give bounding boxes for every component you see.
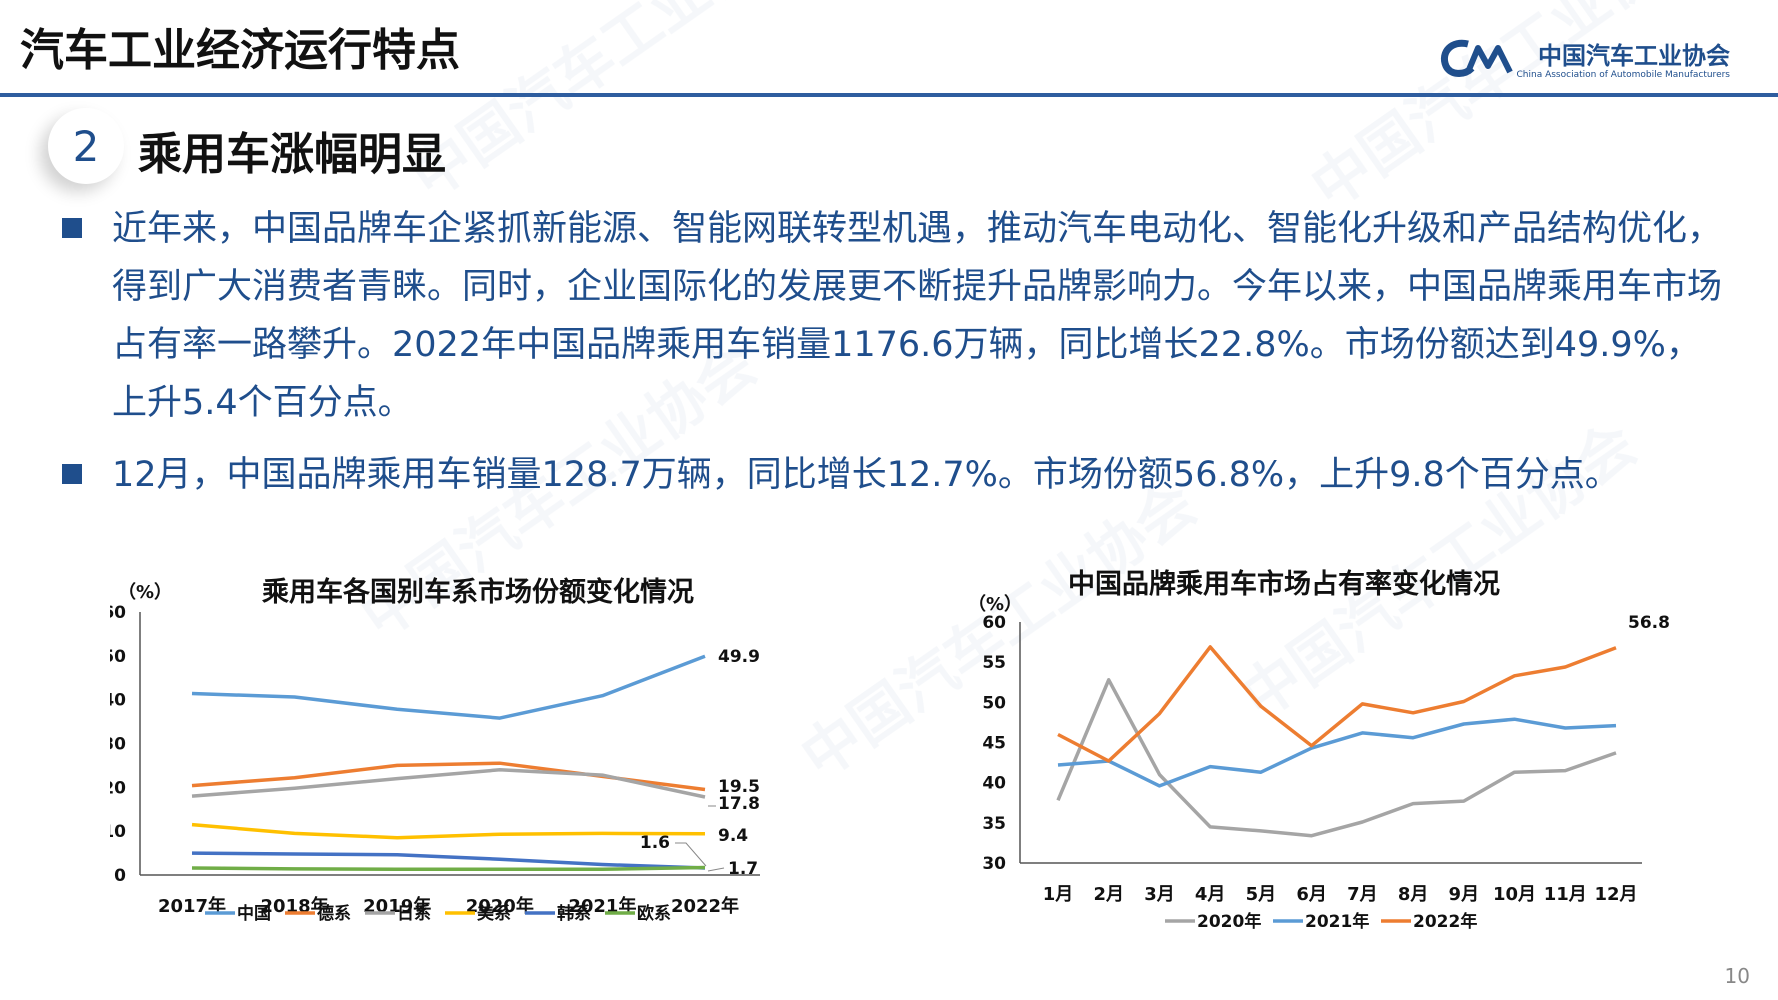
bullet-square-icon bbox=[62, 218, 82, 238]
bullet-item: 近年来，中国品牌车企紧抓新能源、智能网联转型机遇，推动汽车电动化、智能化升级和产… bbox=[62, 200, 1732, 440]
watermark-text-4: 中国汽车工业协会 bbox=[399, 0, 818, 211]
series-line-1 bbox=[191, 761, 706, 792]
legend-label: 2022年 bbox=[1413, 911, 1477, 932]
series-line-4 bbox=[191, 851, 706, 870]
logo-name-cn: 中国汽车工业协会 bbox=[1538, 42, 1730, 70]
y-tick-label: 20 bbox=[110, 778, 126, 798]
watermark-text-5: 中国汽车工业协会 bbox=[1299, 0, 1718, 221]
axis-lines bbox=[1019, 622, 1642, 864]
logo: 中国汽车工业协会 China Association of Automobile… bbox=[1430, 36, 1730, 84]
legend-label: 韩系 bbox=[557, 903, 591, 924]
legend-label: 日系 bbox=[397, 904, 431, 924]
series-group bbox=[1056, 645, 1617, 838]
chart-title: 中国品牌乘用车市场占有率变化情况 bbox=[1068, 568, 1500, 600]
x-tick-label: 6月 bbox=[1296, 884, 1327, 905]
legend-label: 美系 bbox=[477, 903, 511, 924]
end-labels: 56.8 bbox=[1628, 613, 1670, 633]
y-tick-label: 35 bbox=[982, 814, 1006, 834]
series-line-1 bbox=[1057, 717, 1617, 788]
section-title: 乘用车涨幅明显 bbox=[138, 129, 446, 180]
section-number-badge: 2 bbox=[48, 108, 124, 184]
axis-lines bbox=[139, 612, 760, 876]
x-tick-label: 2022年 bbox=[671, 895, 739, 917]
data-label: 9.4 bbox=[718, 826, 748, 846]
y-tick-label: 30 bbox=[110, 735, 126, 755]
y-axis-label: （%） bbox=[968, 594, 1022, 615]
y-tick-label: 40 bbox=[982, 774, 1006, 794]
series-line-0 bbox=[191, 654, 706, 720]
cam-logo-icon bbox=[1441, 39, 1513, 77]
label-leader-line bbox=[707, 867, 725, 872]
y-tick-label: 0 bbox=[114, 866, 126, 886]
y-tick-label: 30 bbox=[982, 854, 1006, 874]
chart-title: 乘用车各国别车系市场份额变化情况 bbox=[261, 576, 694, 608]
bullet-square-icon bbox=[62, 464, 82, 484]
x-tick-label: 5月 bbox=[1246, 884, 1277, 905]
y-tick-label: 40 bbox=[110, 691, 126, 711]
legend-label: 欧系 bbox=[637, 903, 671, 924]
y-tick-label: 50 bbox=[110, 647, 126, 667]
series-line-0 bbox=[1056, 678, 1617, 838]
legend-label: 2020年 bbox=[1197, 911, 1261, 932]
data-label: 19.5 bbox=[718, 777, 760, 797]
x-tick-label: 12月 bbox=[1594, 884, 1637, 905]
section-number: 2 bbox=[72, 121, 100, 171]
series-line-3 bbox=[191, 822, 706, 840]
end-labels: 49.9 19.517.8 9.4 1.6 1.7 bbox=[640, 647, 760, 879]
data-label: 1.7 bbox=[728, 859, 758, 879]
logo-name-en: China Association of Automobile Manufact… bbox=[1516, 70, 1730, 80]
series-group bbox=[191, 654, 706, 872]
legend-label: 中国 bbox=[237, 903, 271, 924]
x-tick-label: 9月 bbox=[1449, 884, 1480, 905]
data-label: 17.8 bbox=[718, 794, 760, 814]
chart-country-share: 乘用车各国别车系市场份额变化情况 （%） 0102030405060 2017年… bbox=[110, 576, 760, 924]
label-leader-line bbox=[675, 842, 707, 867]
x-tick-label: 2020年 bbox=[466, 895, 534, 917]
x-tick-label: 2月 bbox=[1093, 884, 1124, 905]
header-divider bbox=[0, 93, 1778, 97]
slide-number: 10 bbox=[1724, 964, 1750, 988]
x-tick-label: 3月 bbox=[1144, 884, 1175, 905]
x-tick-label: 10月 bbox=[1493, 884, 1536, 905]
data-label: 56.8 bbox=[1628, 613, 1670, 633]
bullet-item: 12月，中国品牌乘用车销量128.7万辆，同比增长12.7%。市场份额56.8%… bbox=[62, 446, 1732, 506]
legend-label: 德系 bbox=[317, 903, 351, 924]
y-tick-label: 10 bbox=[110, 822, 126, 842]
series-line-5 bbox=[191, 865, 706, 872]
data-label: 1.6 bbox=[640, 833, 670, 853]
y-tick-label: 45 bbox=[982, 734, 1006, 754]
y-tick-label: 50 bbox=[982, 693, 1006, 713]
bullet-text: 近年来，中国品牌车企紧抓新能源、智能网联转型机遇，推动汽车电动化、智能化升级和产… bbox=[112, 209, 1723, 423]
y-axis: 0 10 20 30 40 50 60 bbox=[110, 603, 126, 886]
bullet-text: 12月，中国品牌乘用车销量128.7万辆，同比增长12.7%。市场份额56.8%… bbox=[112, 455, 1620, 495]
x-tick-label: 11月 bbox=[1544, 884, 1587, 905]
y-axis-label: （%） bbox=[118, 582, 172, 603]
x-axis: 1月 2月 3月 4月 5月 6月 7月 8月 9月 10月 11月 12月 bbox=[1043, 884, 1638, 905]
y-tick-label: 60 bbox=[982, 613, 1006, 633]
page-title: 汽车工业经济运行特点 bbox=[20, 25, 460, 76]
legend-label: 2021年 bbox=[1305, 911, 1369, 932]
y-tick-label: 60 bbox=[110, 603, 126, 623]
chart-china-brand-share: 中国品牌乘用车市场占有率变化情况 （%） 30 35 40 45 50 55 60 1月 2月… bbox=[968, 568, 1670, 932]
y-tick-label: 55 bbox=[982, 653, 1006, 673]
series-line-2 bbox=[191, 768, 706, 799]
y-axis: 30 35 40 45 50 55 60 bbox=[982, 613, 1006, 874]
legend: 2020年 2021年 2022年 bbox=[1165, 911, 1477, 932]
series-line-2 bbox=[1057, 645, 1617, 763]
x-tick-label: 4月 bbox=[1195, 884, 1226, 905]
x-tick-label: 7月 bbox=[1347, 884, 1378, 905]
data-label: 49.9 bbox=[718, 647, 760, 667]
x-tick-label: 1月 bbox=[1043, 884, 1074, 905]
legend: 中国 德系 日系 美系 韩系 欧系 bbox=[205, 903, 671, 924]
x-tick-label: 8月 bbox=[1398, 884, 1429, 905]
